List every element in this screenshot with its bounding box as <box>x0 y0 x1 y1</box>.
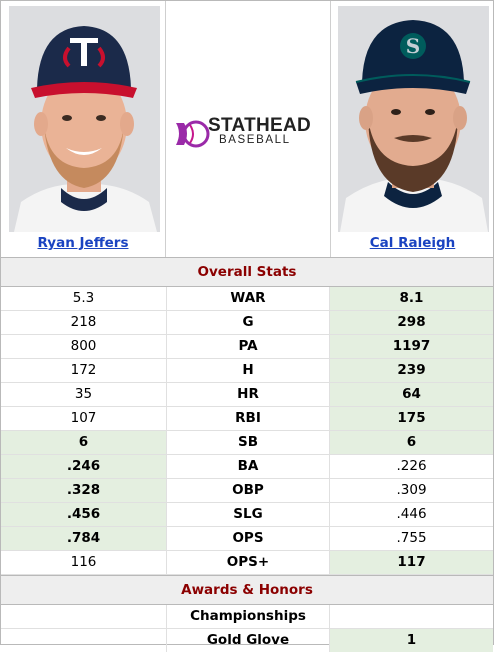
stat-label: Championships <box>166 605 330 628</box>
stat-label: WAR <box>166 287 330 310</box>
stat-value-left: 107 <box>70 410 97 426</box>
stat-value-left: .784 <box>1 527 166 550</box>
player-photo-left[interactable] <box>9 6 160 232</box>
stat-row: .456 SLG .446 <box>1 503 493 527</box>
overall-stats-table: 5.3 WAR 8.1 218 G 298 800 PA 1197 172 H 239 35 HR 64 10… <box>1 287 493 576</box>
player-left: Ryan Jeffers <box>1 1 166 257</box>
stat-label: H <box>166 359 330 382</box>
stat-value-left: 218 <box>70 314 97 330</box>
stat-row: .328 OBP .309 <box>1 479 493 503</box>
stat-label: SB <box>166 431 330 454</box>
stat-value-left: .328 <box>1 479 166 502</box>
players-header: Ryan Jeffers STATHEAD BASEBALL <box>1 1 493 258</box>
stat-value-right: .446 <box>396 506 427 522</box>
stat-row: Gold Glove 1 <box>1 629 493 652</box>
stat-row: Championships <box>1 605 493 629</box>
stat-value-left: 5.3 <box>72 290 95 306</box>
stat-value-left: 116 <box>70 554 97 570</box>
stat-value-left: 6 <box>1 431 166 454</box>
stat-value-right: 239 <box>330 359 493 382</box>
stat-label: OPS <box>166 527 330 550</box>
stat-value-left <box>1 605 166 628</box>
stat-value-right: 8.1 <box>330 287 493 310</box>
stat-value-left: 800 <box>70 338 97 354</box>
stat-row: 5.3 WAR 8.1 <box>1 287 493 311</box>
stat-label: OPS+ <box>166 551 330 574</box>
player-right: S Cal Raleigh <box>330 1 494 257</box>
stat-label: HR <box>166 383 330 406</box>
stat-label: BA <box>166 455 330 478</box>
stat-value-right: 1197 <box>330 335 493 358</box>
stat-label: OBP <box>166 479 330 502</box>
stat-row: 107 RBI 175 <box>1 407 493 431</box>
stat-value-left: .456 <box>1 503 166 526</box>
stat-label: G <box>166 311 330 334</box>
stat-row: 218 G 298 <box>1 311 493 335</box>
stat-value-right: .755 <box>396 530 427 546</box>
stathead-logo[interactable]: STATHEAD BASEBALL <box>172 111 326 151</box>
player-name-right[interactable]: Cal Raleigh <box>369 235 456 251</box>
overall-stats-header: Overall Stats <box>1 258 493 287</box>
stat-value-right: 175 <box>330 407 493 430</box>
stat-value-right: 6 <box>330 431 493 454</box>
awards-header: Awards & Honors <box>1 576 493 605</box>
logo-line1: STATHEAD <box>208 115 312 136</box>
brand-column: STATHEAD BASEBALL <box>166 1 330 257</box>
stat-value-right: 1 <box>330 629 493 652</box>
stathead-baseball-icon <box>176 120 210 148</box>
stat-value-right: .309 <box>396 482 427 498</box>
stat-row: 800 PA 1197 <box>1 335 493 359</box>
stat-value-right: 117 <box>330 551 493 574</box>
cap-logo-right: S <box>406 34 420 58</box>
logo-line2: BASEBALL <box>219 134 291 146</box>
stat-value-left: 172 <box>70 362 97 378</box>
stat-row: 6 SB 6 <box>1 431 493 455</box>
stat-value-right: .226 <box>396 458 427 474</box>
stat-row: .784 OPS .755 <box>1 527 493 551</box>
player-photo-right[interactable]: S <box>338 6 489 232</box>
stat-row: 172 H 239 <box>1 359 493 383</box>
stat-value-right: 298 <box>330 311 493 334</box>
stat-value-left <box>1 629 166 652</box>
stat-value-left: 35 <box>74 386 93 402</box>
stat-label: RBI <box>166 407 330 430</box>
stat-value-right <box>330 605 493 628</box>
stat-label: Gold Glove <box>166 629 330 652</box>
stat-row: 35 HR 64 <box>1 383 493 407</box>
stat-label: SLG <box>166 503 330 526</box>
stat-row: .246 BA .226 <box>1 455 493 479</box>
stat-label: PA <box>166 335 330 358</box>
player-name-left[interactable]: Ryan Jeffers <box>37 235 129 251</box>
stat-value-right: 64 <box>330 383 493 406</box>
stat-row: 116 OPS+ 117 <box>1 551 493 575</box>
stat-value-left: .246 <box>1 455 166 478</box>
